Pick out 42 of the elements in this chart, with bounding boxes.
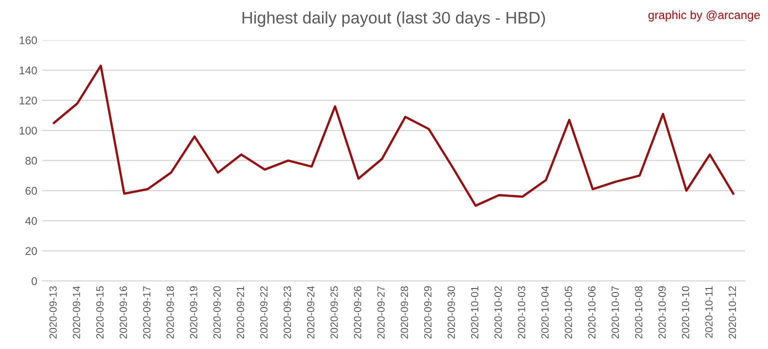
y-tick-label: 20: [26, 247, 37, 255]
y-tick-label: 160: [20, 36, 37, 44]
chart-title: Highest daily payout (last 30 days - HBD): [242, 11, 545, 27]
x-tick-label: 2020-09-29: [424, 286, 432, 339]
x-tick-label: 2020-10-05: [564, 286, 572, 339]
x-tick-label: 2020-09-21: [236, 286, 244, 339]
x-tick-label: 2020-09-25: [330, 286, 338, 339]
x-tick-label: 2020-09-14: [72, 286, 80, 339]
x-tick-label: 2020-09-23: [284, 286, 291, 339]
x-tick-label: 2020-09-15: [96, 286, 104, 339]
x-tick-label: 2020-09-18: [166, 286, 174, 339]
x-tick-label: 2020-10-03: [518, 286, 526, 339]
y-tick-label: 120: [20, 96, 37, 104]
x-tick-label: 2020-10-08: [634, 286, 642, 339]
x-tick-label: 2020-10-09: [658, 286, 666, 339]
x-tick-label: 2020-09-27: [377, 286, 385, 339]
y-tick-label: 40: [25, 217, 37, 225]
x-tick-label: 2020-10-02: [494, 286, 502, 339]
y-tick-label: 0: [32, 277, 37, 286]
x-tick-label: 2020-09-26: [354, 286, 362, 339]
x-tick-label: 2020-10-12: [728, 286, 736, 339]
x-tick-label: 2020-09-19: [190, 286, 198, 339]
x-tick-label: 2020-10-10: [682, 286, 690, 339]
x-tick-label: 2020-09-20: [213, 286, 221, 339]
y-tick-label: 140: [20, 66, 37, 74]
x-tick-label: 2020-09-16: [120, 286, 128, 339]
x-tick-label: 2020-10-01: [471, 286, 478, 339]
y-tick-label: 80: [26, 156, 37, 165]
x-tick-label: 2020-10-04: [541, 286, 549, 339]
x-tick-label: 2020-10-11: [705, 286, 713, 338]
x-tick-label: 2020-10-07: [612, 286, 619, 339]
x-tick-label: 2020-09-22: [260, 286, 268, 339]
x-tick-label: 2020-09-28: [400, 286, 408, 339]
x-tick-label: 2020-09-17: [143, 286, 150, 339]
y-tick-label: 100: [20, 126, 37, 135]
text: graphic by @arcange: [648, 10, 760, 22]
x-tick-label: 2020-09-24: [307, 286, 314, 339]
x-tick-label: 2020-09-13: [49, 286, 57, 339]
line-series: [52, 64, 734, 207]
x-tick-label: 2020-09-30: [448, 286, 455, 339]
y-tick-label: 60: [26, 186, 37, 195]
x-tick-label: 2020-10-06: [588, 286, 596, 339]
